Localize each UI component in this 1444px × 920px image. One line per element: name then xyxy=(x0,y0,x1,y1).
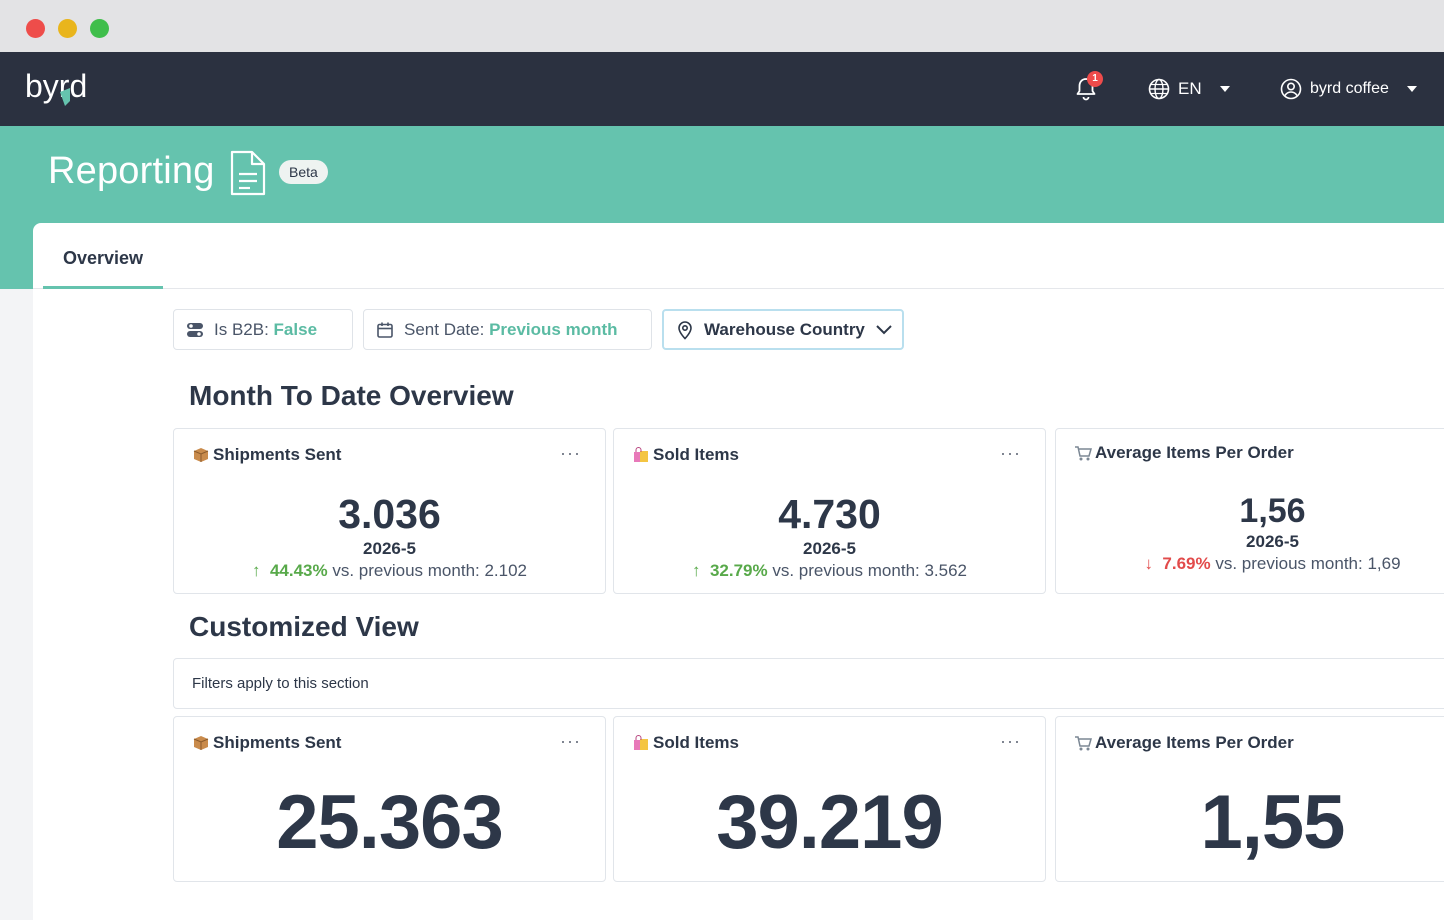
card-title-text: Average Items Per Order xyxy=(1095,443,1294,462)
chevron-down-icon xyxy=(876,324,892,334)
svg-text:byrd: byrd xyxy=(25,68,87,104)
mtd-card-shipments: Shipments Sent ··· 3.036 2026-5 ↑ 44.43%… xyxy=(173,428,606,594)
comparison-text: vs. previous month: 2.102 xyxy=(332,561,528,580)
custom-card-sold-items: Sold Items ··· 39.219 xyxy=(613,716,1046,882)
card-title: Sold Items xyxy=(632,733,739,753)
cart-icon xyxy=(1075,736,1092,751)
filter-sent-date-text: Sent Date: Previous month xyxy=(404,320,618,340)
card-title-text: Sold Items xyxy=(653,445,739,464)
globe-icon xyxy=(1148,78,1170,100)
more-options-icon[interactable]: ··· xyxy=(560,731,581,751)
toggle-icon xyxy=(187,322,203,337)
custom-card-average-items: Average Items Per Order 1,55 xyxy=(1055,716,1444,882)
card-title: Shipments Sent xyxy=(192,445,341,465)
filter-b2b-text: Is B2B: False xyxy=(214,320,317,340)
card-title: Sold Items xyxy=(632,445,739,465)
arrow-down-icon: ↓ xyxy=(1144,554,1153,573)
close-window-button[interactable] xyxy=(26,19,45,38)
card-value: 1,55 xyxy=(1200,780,1346,865)
change-percent: 44.43% xyxy=(269,561,328,580)
mtd-card-average-items: Average Items Per Order 1,56 2026-5 ↓ 7.… xyxy=(1055,428,1444,594)
card-title-text: Sold Items xyxy=(653,733,739,752)
filter-warehouse-country[interactable]: Warehouse Country xyxy=(662,309,904,350)
language-selector[interactable]: EN xyxy=(1148,76,1230,102)
card-comparison: ↑ 44.43% vs. previous month: 2.102 xyxy=(174,561,605,581)
cart-icon xyxy=(1075,446,1092,461)
card-title-text: Shipments Sent xyxy=(213,445,342,464)
customized-view-title: Customized View xyxy=(189,611,419,642)
card-comparison: ↓ 7.69% vs. previous month: 1,69 xyxy=(1056,554,1444,574)
filters-note: Filters apply to this section xyxy=(192,675,369,692)
month-to-date-title: Month To Date Overview xyxy=(189,380,514,411)
tab-overview[interactable]: Overview xyxy=(43,230,163,289)
beta-badge: Beta xyxy=(279,160,328,184)
arrow-up-icon: ↑ xyxy=(251,561,261,580)
card-title: Average Items Per Order xyxy=(1074,443,1294,463)
card-value: 4.730 xyxy=(778,491,881,537)
card-comparison: ↑ 32.79% vs. previous month: 3.562 xyxy=(614,561,1045,581)
package-icon xyxy=(193,736,209,750)
more-options-icon[interactable]: ··· xyxy=(1000,731,1021,751)
user-name: byrd coffee xyxy=(1310,80,1389,97)
filter-b2b-value: False xyxy=(273,319,318,339)
card-title: Average Items Per Order xyxy=(1074,733,1294,753)
card-value: 25.363 xyxy=(276,780,503,865)
custom-card-shipments: Shipments Sent ··· 25.363 xyxy=(173,716,606,882)
calendar-icon xyxy=(377,322,393,338)
more-options-icon[interactable]: ··· xyxy=(1000,443,1021,463)
more-options-icon[interactable]: ··· xyxy=(560,443,581,463)
user-avatar-icon xyxy=(1280,78,1302,100)
shopping-bag-icon xyxy=(634,447,648,462)
card-title: Shipments Sent xyxy=(192,733,341,753)
filter-sent-date-label: Sent Date: xyxy=(404,319,485,339)
byrd-logo[interactable]: byrd xyxy=(25,68,115,108)
tab-bar xyxy=(33,223,1444,289)
card-period: 2026-5 xyxy=(363,539,416,558)
user-menu[interactable]: byrd coffee xyxy=(1280,76,1417,102)
card-title-text: Average Items Per Order xyxy=(1095,733,1294,752)
card-value: 3.036 xyxy=(338,491,441,537)
window-titlebar xyxy=(0,0,1444,52)
comparison-text: vs. previous month: 3.562 xyxy=(772,561,968,580)
card-value: 39.219 xyxy=(716,780,943,865)
filter-sent-date[interactable]: Sent Date: Previous month xyxy=(363,309,652,350)
comparison-text: vs. previous month: 1,69 xyxy=(1215,554,1401,573)
chevron-down-icon xyxy=(1406,86,1417,92)
card-value: 1,56 xyxy=(1239,492,1306,530)
package-icon xyxy=(193,448,209,462)
notification-count-badge: 1 xyxy=(1087,71,1103,87)
top-nav: byrd 1 EN byrd coffee xyxy=(0,52,1444,126)
change-percent: 7.69% xyxy=(1162,554,1211,573)
card-period: 2026-5 xyxy=(1246,532,1299,551)
document-icon xyxy=(230,150,266,196)
mtd-card-sold-items: Sold Items ··· 4.730 2026-5 ↑ 32.79% vs.… xyxy=(613,428,1046,594)
filter-is-b2b[interactable]: Is B2B: False xyxy=(173,309,353,350)
filter-b2b-label: Is B2B: xyxy=(214,319,269,339)
page-title: Reporting xyxy=(48,150,215,192)
filter-sent-date-value: Previous month xyxy=(489,319,618,339)
language-label: EN xyxy=(1178,79,1202,98)
change-percent: 32.79% xyxy=(709,561,768,580)
card-title-text: Shipments Sent xyxy=(213,733,342,752)
location-pin-icon xyxy=(678,320,692,340)
arrow-up-icon: ↑ xyxy=(691,561,701,580)
maximize-window-button[interactable] xyxy=(90,19,109,38)
customized-filters-box[interactable]: Filters apply to this section xyxy=(173,658,1444,709)
shopping-bag-icon xyxy=(634,735,648,750)
filter-warehouse-country-label: Warehouse Country xyxy=(704,319,865,339)
minimize-window-button[interactable] xyxy=(58,19,77,38)
card-period: 2026-5 xyxy=(803,539,856,558)
chevron-down-icon xyxy=(1219,86,1230,92)
